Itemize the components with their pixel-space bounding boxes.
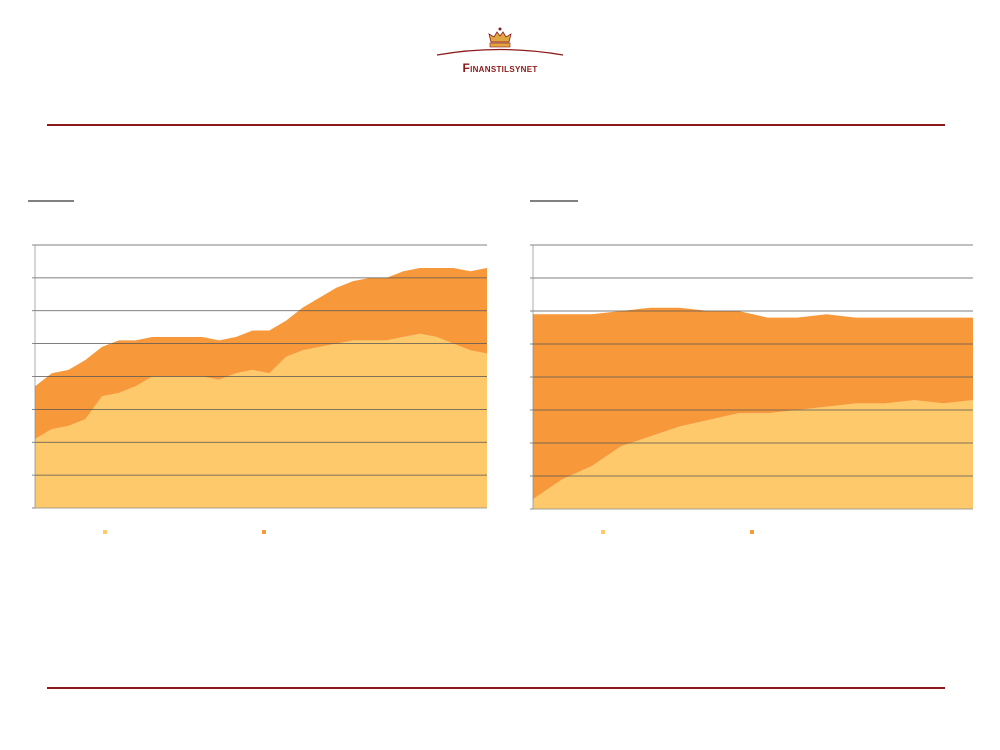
legend-swatch [262,530,266,534]
logo-crown-base [489,42,511,48]
legend-swatch [601,530,605,534]
area [533,400,973,509]
chart [32,244,487,534]
logo-arc [436,48,564,56]
area [35,333,487,508]
area [533,307,973,500]
legend-swatch [103,530,107,534]
logo-cross [498,27,502,31]
logo-text: Finanstilsynet [462,61,537,75]
logo-crown [488,31,512,43]
chart [530,244,973,534]
logo: Finanstilsynet [436,27,564,75]
legend-swatch [750,530,754,534]
